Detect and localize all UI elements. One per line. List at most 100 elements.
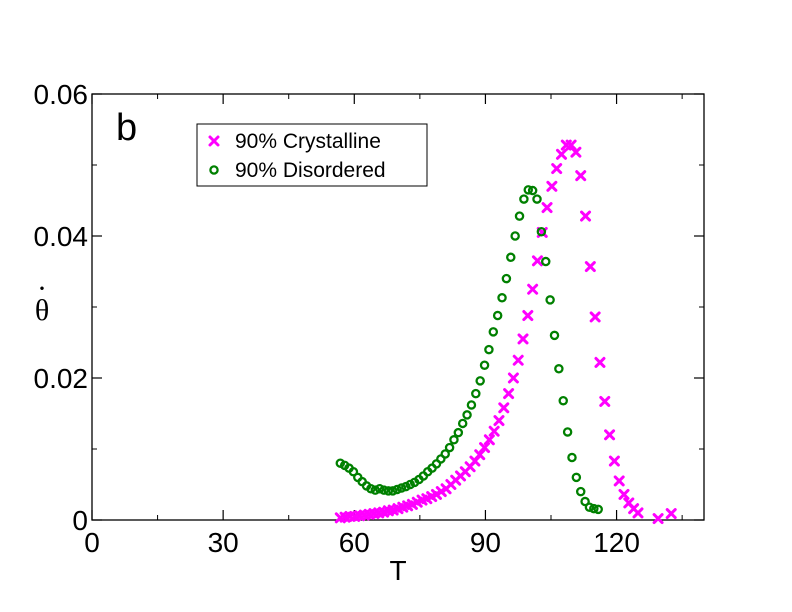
- data-point: [479, 442, 491, 454]
- data-point: [498, 402, 510, 414]
- data-point: [396, 483, 407, 493]
- data-point: [571, 472, 582, 483]
- x-tick-label: 30: [208, 527, 239, 558]
- data-point: [599, 395, 611, 407]
- data-point: [589, 503, 599, 514]
- data-point: [580, 496, 590, 507]
- legend-marker-2: [209, 165, 219, 175]
- data-point: [517, 333, 529, 345]
- data-point: [618, 488, 630, 500]
- data-point: [665, 508, 677, 520]
- data-point: [584, 502, 595, 512]
- data-point: [549, 330, 560, 341]
- data-point: [484, 344, 494, 355]
- svg-text:θ: θ: [35, 294, 49, 327]
- data-point: [449, 435, 459, 445]
- tick-labels: 0 30 60 90 120 0 0.02 0.04 0.06: [34, 79, 640, 558]
- legend: 90% Crystalline 90% Disordered: [196, 123, 428, 187]
- data-point: [514, 211, 525, 221]
- data-point: [366, 484, 376, 494]
- y-tick-label: 0.02: [34, 363, 89, 394]
- data-point: [589, 311, 601, 323]
- data-point: [488, 327, 499, 337]
- data-point: [632, 507, 644, 519]
- data-point: [522, 310, 534, 322]
- x-tick-label: 120: [593, 527, 640, 558]
- x-tick-label: 0: [84, 527, 100, 558]
- data-point: [555, 148, 567, 160]
- svg-text:·: ·: [37, 272, 47, 305]
- x-axis-label: T: [389, 555, 406, 586]
- data-point: [546, 180, 558, 192]
- data-point: [527, 185, 538, 196]
- data-point: [462, 410, 472, 420]
- data-point: [584, 261, 596, 273]
- data-point: [374, 484, 385, 494]
- data-point: [383, 486, 394, 496]
- data-point: [575, 486, 586, 497]
- legend-box: [196, 123, 428, 187]
- legend-label-2: 90% Disordered: [235, 159, 386, 182]
- data-point: [531, 255, 543, 267]
- x-tick-label: 90: [470, 527, 501, 558]
- data-point: [444, 442, 455, 453]
- data-point: [541, 256, 551, 267]
- data-point: [506, 252, 516, 263]
- y-tick-label: 0: [72, 505, 88, 536]
- data-point: [474, 449, 486, 461]
- data-point: [519, 194, 529, 204]
- data-point: [580, 210, 592, 222]
- data-point: [570, 146, 582, 158]
- data-point: [497, 293, 507, 303]
- data-point: [488, 425, 500, 437]
- series-2: [335, 185, 603, 515]
- data-point: [466, 400, 477, 410]
- legend-label-1: 90% Crystalline: [235, 130, 381, 153]
- data-point: [532, 194, 542, 204]
- data-point: [392, 484, 402, 495]
- data-point: [440, 449, 450, 459]
- data-point: [512, 354, 524, 366]
- x-tick-label: 60: [339, 527, 370, 558]
- legend-marker-1: [208, 135, 220, 147]
- data-point: [593, 504, 603, 515]
- y-tick-label: 0.06: [34, 79, 89, 110]
- data-point: [554, 364, 564, 374]
- data-point: [492, 310, 503, 321]
- y-tick-label: 0.04: [34, 221, 89, 252]
- data-point: [479, 360, 490, 370]
- data-point: [453, 427, 464, 438]
- data-point: [523, 185, 534, 195]
- data-point: [575, 170, 587, 182]
- data-point: [510, 231, 520, 241]
- data-point: [551, 163, 563, 175]
- data-point: [594, 356, 606, 368]
- data-points: [334, 139, 677, 525]
- data-point: [493, 415, 505, 427]
- axis-ticks: [91, 93, 704, 521]
- y-axis-label: θ ·: [35, 272, 49, 327]
- data-point: [558, 395, 568, 406]
- data-point: [507, 372, 519, 384]
- data-point: [475, 376, 485, 386]
- data-point: [370, 485, 381, 495]
- data-point: [501, 273, 512, 284]
- data-point: [604, 429, 616, 441]
- data-point: [541, 202, 553, 214]
- data-point: [348, 466, 359, 477]
- data-point: [503, 388, 515, 400]
- panel-label: b: [116, 107, 137, 149]
- data-point: [652, 513, 664, 525]
- data-point: [457, 418, 468, 429]
- data-point: [545, 295, 555, 305]
- data-point: [388, 486, 398, 496]
- data-point: [567, 452, 577, 463]
- data-point: [379, 485, 389, 495]
- data-point: [527, 283, 539, 295]
- data-point: [613, 475, 625, 487]
- data-point: [608, 455, 620, 467]
- data-point: [565, 139, 577, 151]
- data-point: [471, 388, 481, 399]
- data-point: [536, 226, 547, 237]
